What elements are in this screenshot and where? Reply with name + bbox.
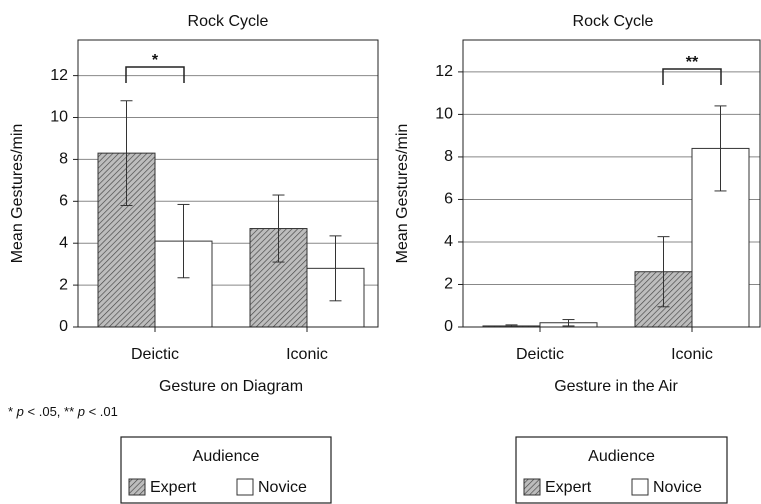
error-bar <box>329 235 342 302</box>
y-tick-label: 6 <box>444 191 453 208</box>
y-tick-label: 8 <box>59 151 68 168</box>
significance-bracket <box>662 68 722 85</box>
error-bar <box>120 100 133 206</box>
y-tick-label: 0 <box>59 318 68 335</box>
legend-swatch <box>236 478 254 496</box>
y-tick-label: 2 <box>59 276 68 293</box>
x-tick-label: Iconic <box>671 346 713 363</box>
x-tick-label: Deictic <box>516 346 564 363</box>
y-tick-label: 8 <box>444 148 453 165</box>
y-axis-label: Mean Gestures/min <box>394 124 411 264</box>
significance-bracket <box>125 66 185 83</box>
x-tick-label: Iconic <box>286 346 328 363</box>
error-bar <box>272 194 285 263</box>
legend-label: Novice <box>258 479 307 496</box>
legend-swatch <box>128 478 146 496</box>
y-tick-label: 0 <box>444 318 453 335</box>
significance-label: * <box>152 52 159 69</box>
y-tick-label: 10 <box>435 106 453 123</box>
legend-swatch <box>523 478 541 496</box>
footnote-part: p <box>77 404 85 419</box>
footnote: * p < .05, ** p < .01 <box>8 404 118 419</box>
legend-label: Expert <box>150 479 197 496</box>
footnote-part: p <box>16 404 24 419</box>
footnote-part: * <box>8 404 17 419</box>
legend-box <box>515 436 728 504</box>
error-bar <box>562 319 575 327</box>
plot-frame <box>77 39 379 328</box>
chart-title: Rock Cycle <box>573 13 654 30</box>
y-tick-label: 2 <box>444 276 453 293</box>
y-tick-label: 10 <box>50 109 68 126</box>
y-tick-label: 6 <box>59 193 68 210</box>
plot-frame <box>462 39 761 328</box>
error-bar <box>177 203 190 279</box>
error-bar <box>714 105 727 192</box>
footnote-part: < .05, ** <box>24 404 78 419</box>
y-tick-label: 12 <box>50 67 68 84</box>
legend-title: Audience <box>588 448 655 465</box>
footnote-part: < .01 <box>85 404 118 419</box>
legend-swatch <box>631 478 649 496</box>
y-tick-label: 12 <box>435 63 453 80</box>
legend-label: Novice <box>653 479 702 496</box>
chart-title: Rock Cycle <box>188 13 269 30</box>
x-tick-label: Deictic <box>131 346 179 363</box>
y-tick-label: 4 <box>59 234 68 251</box>
legend-label: Expert <box>545 479 592 496</box>
significance-label: ** <box>686 54 699 71</box>
legend-box <box>120 436 332 504</box>
y-axis-label: Mean Gestures/min <box>9 124 26 264</box>
x-axis-label: Gesture on Diagram <box>159 378 303 395</box>
y-tick-label: 4 <box>444 233 453 250</box>
error-bar <box>657 236 670 308</box>
legend-title: Audience <box>193 448 260 465</box>
x-axis-label: Gesture in the Air <box>554 378 678 395</box>
